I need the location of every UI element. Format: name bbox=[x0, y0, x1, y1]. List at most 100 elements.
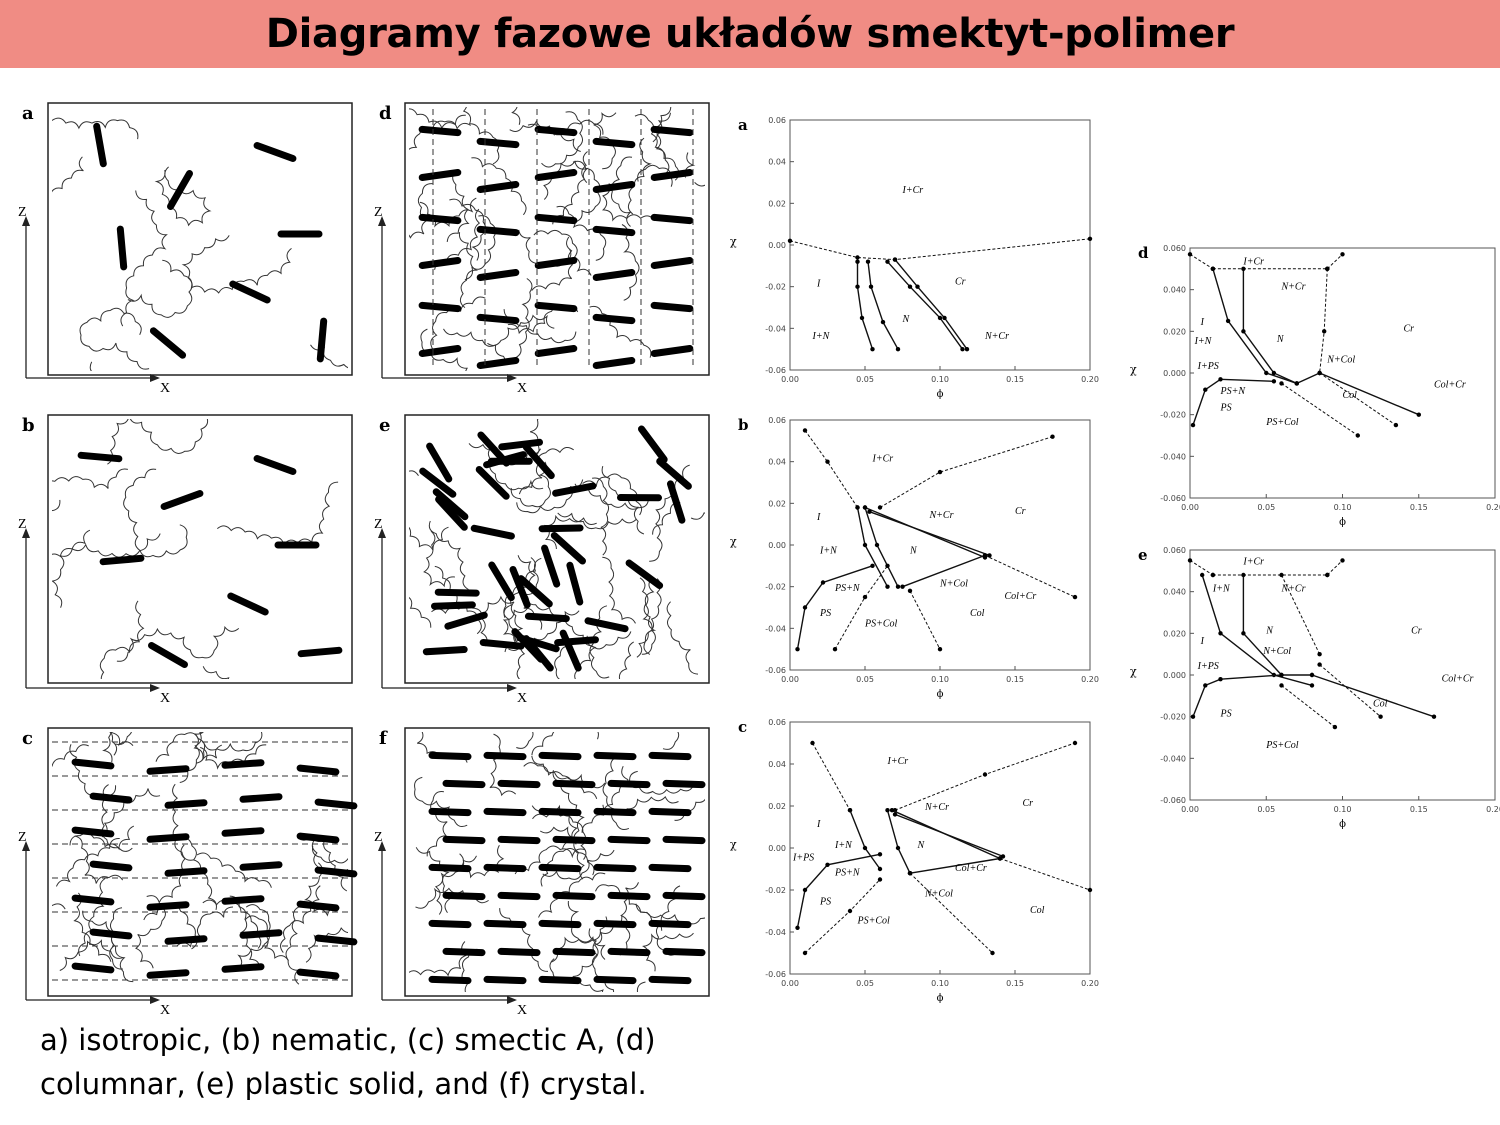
phase-boundary-line bbox=[1296, 372, 1420, 416]
clay-platelet bbox=[538, 807, 582, 817]
title-bar: Diagramy fazowe układów smektyt-polimer bbox=[0, 0, 1500, 68]
polymer-chain bbox=[312, 845, 348, 864]
clay-platelet bbox=[253, 455, 297, 475]
polymer-chain bbox=[514, 278, 533, 359]
data-point bbox=[1203, 683, 1208, 688]
x-tick-label: 0.20 bbox=[1081, 375, 1099, 384]
region-label: I+N bbox=[812, 331, 831, 342]
clay-platelet bbox=[221, 963, 265, 973]
data-point bbox=[877, 866, 883, 872]
polymer-chain bbox=[635, 903, 705, 925]
polymer-chain bbox=[196, 852, 272, 888]
clay-platelet bbox=[296, 764, 340, 776]
clay-platelet bbox=[534, 345, 578, 357]
x-axis-label: ϕ bbox=[937, 389, 944, 400]
x-tick-label: 0.00 bbox=[781, 675, 799, 684]
y-tick-label: 0.020 bbox=[1163, 327, 1186, 336]
phase-boundary-line bbox=[1326, 560, 1343, 576]
polymer-chain bbox=[52, 903, 66, 910]
rod-group bbox=[419, 425, 692, 672]
polymer-chain bbox=[666, 601, 699, 675]
rod-group bbox=[428, 751, 706, 985]
polymer-chain bbox=[109, 732, 118, 756]
polymer-chain bbox=[426, 791, 448, 857]
data-point bbox=[877, 852, 883, 857]
polymer-chain bbox=[499, 908, 549, 972]
z-axis-arrow bbox=[22, 841, 30, 851]
phase-boundary-line bbox=[834, 565, 888, 650]
phase-boundary-line bbox=[1201, 574, 1313, 687]
polymer-chain bbox=[593, 112, 617, 170]
data-point bbox=[907, 284, 913, 289]
data-point bbox=[1355, 433, 1361, 438]
y-axis-label: χ bbox=[730, 235, 737, 248]
phase-diagram-d: d 0.0600.0400.0200.000-0.020-0.040-0.0600… bbox=[1130, 244, 1500, 528]
x-tick-label: 0.15 bbox=[1410, 805, 1428, 814]
data-point bbox=[895, 845, 901, 851]
data-point bbox=[862, 505, 868, 510]
polymer-chain bbox=[115, 732, 132, 745]
clay-platelet bbox=[538, 975, 582, 985]
polymer-chain bbox=[690, 512, 705, 520]
polymer-chain bbox=[602, 183, 655, 222]
data-point bbox=[859, 315, 865, 321]
clay-platelet bbox=[656, 457, 692, 490]
data-point bbox=[1317, 662, 1322, 667]
y-tick-label: 0.00 bbox=[768, 241, 786, 250]
region-label: Col bbox=[1343, 390, 1358, 401]
clay-platelet bbox=[428, 919, 472, 929]
data-point bbox=[1325, 266, 1330, 271]
clay-platelet bbox=[541, 544, 561, 588]
clay-platelet bbox=[534, 213, 578, 225]
x-axis-label: X bbox=[160, 1003, 170, 1018]
data-point bbox=[880, 319, 886, 325]
polymer-chain bbox=[202, 666, 230, 679]
polymer-chain bbox=[589, 605, 610, 679]
phase-boundary-line bbox=[1242, 268, 1298, 385]
data-point bbox=[1187, 252, 1193, 257]
region-label: N bbox=[1265, 625, 1274, 636]
clay-platelet bbox=[648, 863, 692, 873]
clay-platelet bbox=[497, 947, 541, 957]
region-label: I+N bbox=[1194, 336, 1213, 347]
clay-platelet bbox=[607, 779, 651, 789]
clay-platelet bbox=[607, 947, 651, 957]
clay-platelet bbox=[593, 751, 637, 761]
region-label: N+Cr bbox=[929, 510, 954, 521]
polymer-chain bbox=[409, 470, 419, 476]
clay-platelet bbox=[593, 919, 637, 929]
polymer-chain bbox=[649, 487, 674, 562]
y-tick-label: -0.02 bbox=[765, 886, 786, 895]
x-tick-label: 0.05 bbox=[856, 979, 874, 988]
region-label: Col bbox=[1373, 698, 1388, 709]
polymer-chain bbox=[123, 468, 188, 558]
z-axis-arrow bbox=[378, 841, 386, 851]
data-point bbox=[855, 284, 860, 289]
x-axis-arrow bbox=[150, 374, 160, 382]
region-label: Col+Cr bbox=[1005, 591, 1037, 602]
region-label: PS bbox=[1220, 403, 1232, 414]
clay-platelet bbox=[428, 751, 472, 761]
polymer-chain bbox=[162, 248, 292, 294]
clay-platelet bbox=[650, 301, 694, 313]
polymer-chain bbox=[639, 577, 656, 655]
x-tick-label: 0.00 bbox=[1181, 805, 1199, 814]
clay-platelet bbox=[522, 635, 554, 672]
polymer-chain bbox=[419, 197, 477, 228]
y-axis-label: χ bbox=[1130, 363, 1137, 376]
phase-boundary-line bbox=[1242, 575, 1312, 676]
region-label: I bbox=[816, 279, 821, 290]
data-point bbox=[1218, 677, 1223, 682]
clay-platelet bbox=[418, 345, 462, 357]
clay-platelet bbox=[475, 466, 510, 500]
y-tick-label: 0.06 bbox=[768, 718, 786, 727]
y-tick-label: 0.06 bbox=[768, 416, 786, 425]
polymer-chain bbox=[543, 514, 597, 550]
y-tick-label: -0.020 bbox=[1160, 713, 1186, 722]
x-tick-label: 0.15 bbox=[1410, 503, 1428, 512]
x-axis-label: ϕ bbox=[1339, 819, 1346, 830]
polymer-chain bbox=[102, 732, 113, 763]
x-tick-label: 0.00 bbox=[1181, 503, 1199, 512]
clay-platelet bbox=[418, 213, 462, 225]
x-tick-label: 0.10 bbox=[931, 675, 949, 684]
